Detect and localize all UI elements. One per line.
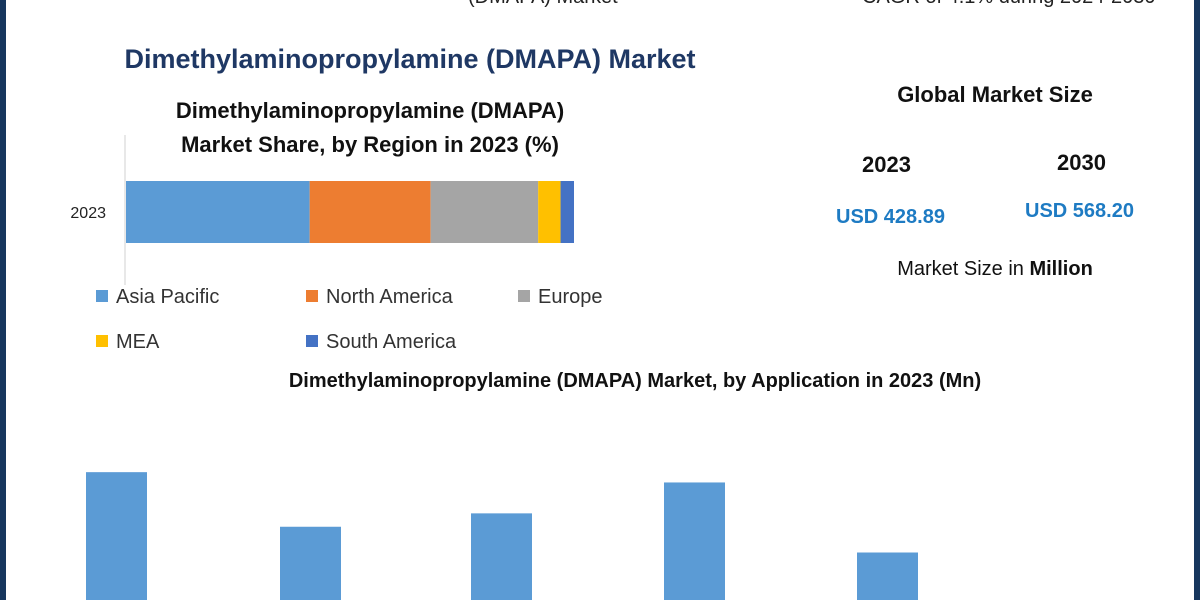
region-share-chart: 2023 Asia Pacific North America Europe MEA So… xyxy=(70,135,603,353)
year-2030-label: 2030 xyxy=(1057,150,1106,175)
legend-swatch xyxy=(306,335,318,347)
application-bar xyxy=(857,552,918,600)
market-size-note: Market Size in Million xyxy=(830,258,1160,281)
legend-swatch xyxy=(96,335,108,347)
region-chart-title-line1: Dimethylaminopropylamine (DMAPA) xyxy=(175,98,565,123)
legend-label: Asia Pacific xyxy=(116,286,219,308)
legend-swatch xyxy=(518,290,530,302)
application-chart-title: Dimethylaminopropylamine (DMAPA) Market,… xyxy=(288,370,982,392)
region-bar-segment-europe xyxy=(430,181,539,243)
legend-label: North America xyxy=(326,286,454,308)
application-bar xyxy=(280,526,341,600)
market-size-note-unit: Million xyxy=(1029,258,1093,280)
legend-label: South America xyxy=(326,331,457,353)
region-bar-segment-south-america xyxy=(560,181,574,243)
legend-swatch xyxy=(306,290,318,302)
legend-swatch xyxy=(96,290,108,302)
region-chart-title: Dimethylaminopropylamine (DMAPA) Market … xyxy=(100,94,640,162)
legend-label: Europe xyxy=(538,286,603,308)
header-fragment-left: (DMAPA) Market xyxy=(468,0,658,9)
region-bar-segment-north-america xyxy=(309,181,431,243)
market-value-2030: USD 568.20 xyxy=(1025,200,1134,222)
left-frame-bar xyxy=(0,0,6,600)
year-2023-label: 2023 xyxy=(862,152,911,177)
region-category-label: 2023 xyxy=(70,205,106,222)
region-chart-title-line2: Market Share, by Region in 2023 (%) xyxy=(181,132,559,157)
market-size-note-prefix: Market Size in xyxy=(897,258,1030,280)
application-bar xyxy=(86,472,147,600)
market-value-2023: USD 428.89 xyxy=(836,206,945,228)
region-bar-segment-asia-pacific xyxy=(126,181,310,243)
application-bar xyxy=(471,513,532,600)
global-market-title: Global Market Size xyxy=(897,82,1093,107)
legend-label: MEA xyxy=(116,331,160,353)
main-title: Dimethylaminopropylamine (DMAPA) Market xyxy=(124,44,696,74)
header-fragment-right: CAGR of 4.1% during 2024-2030 xyxy=(862,0,1172,9)
application-bar-chart xyxy=(86,472,918,600)
application-bar xyxy=(664,482,725,600)
right-frame-bar xyxy=(1194,0,1200,600)
region-bar-segment-mea xyxy=(538,181,561,243)
